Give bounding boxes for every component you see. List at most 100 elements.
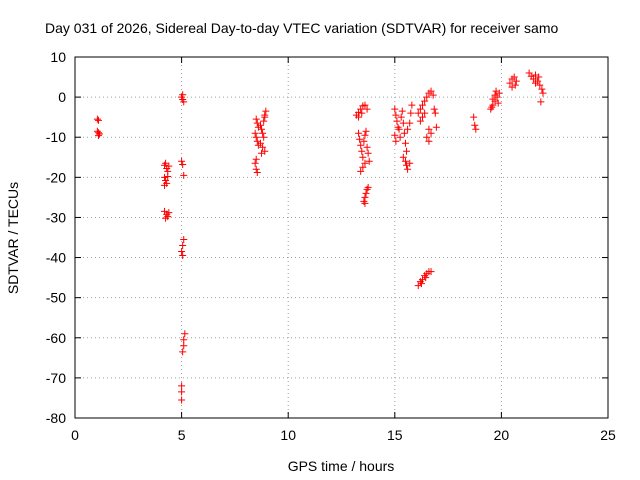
data-point	[179, 96, 187, 104]
data-point	[259, 129, 267, 137]
y-tick-label: 0	[58, 89, 66, 105]
data-point	[403, 147, 411, 155]
data-point	[529, 75, 537, 83]
y-tick-label: -50	[46, 290, 66, 306]
data-point	[492, 87, 500, 95]
data-point	[470, 113, 478, 121]
data-point	[164, 173, 172, 181]
data-point	[512, 77, 520, 85]
data-point	[258, 149, 266, 157]
data-point	[406, 159, 414, 167]
data-point	[253, 169, 261, 177]
data-point	[417, 280, 425, 288]
data-point	[398, 107, 406, 115]
data-point	[429, 91, 437, 99]
y-tick-label: -60	[46, 330, 66, 346]
data-point	[161, 173, 169, 181]
data-point	[391, 105, 399, 113]
data-point	[396, 133, 404, 141]
data-point	[94, 116, 102, 124]
data-point	[359, 163, 367, 171]
data-point	[357, 167, 365, 175]
data-point	[358, 147, 366, 155]
data-point	[423, 133, 431, 141]
data-point	[511, 81, 519, 89]
data-point	[471, 121, 479, 129]
x-tick-label: 5	[178, 427, 186, 443]
y-axis-title: SDTVAR / TECUs	[5, 182, 21, 294]
data-point	[427, 268, 435, 276]
data-point	[421, 97, 429, 105]
data-point	[391, 131, 399, 139]
y-tick-label: -10	[46, 129, 66, 145]
data-point	[494, 99, 502, 107]
y-tick-label: -30	[46, 209, 66, 225]
data-point	[260, 133, 268, 141]
data-point	[364, 183, 372, 191]
data-point	[180, 342, 188, 350]
data-point	[399, 153, 407, 161]
data-point	[416, 105, 424, 113]
data-point	[179, 348, 187, 356]
y-tick-label: -20	[46, 169, 66, 185]
data-point	[431, 109, 439, 117]
data-point	[178, 248, 186, 256]
data-point	[399, 119, 407, 127]
data-point	[180, 171, 188, 179]
data-point	[359, 153, 367, 161]
data-point	[537, 98, 545, 106]
data-point	[423, 93, 431, 101]
data-point	[365, 157, 373, 165]
data-point	[430, 105, 438, 113]
data-point	[432, 123, 440, 131]
data-point	[165, 209, 173, 217]
data-point	[252, 165, 260, 173]
data-point	[162, 214, 170, 222]
data-point	[427, 87, 435, 95]
data-point	[425, 125, 433, 133]
data-point	[355, 113, 363, 121]
data-point	[179, 160, 187, 168]
data-point	[363, 105, 371, 113]
x-tick-label: 0	[71, 427, 79, 443]
x-tick-label: 10	[280, 427, 296, 443]
data-point	[256, 121, 264, 129]
x-tick-label: 20	[494, 427, 510, 443]
data-point	[536, 81, 544, 89]
data-point	[392, 137, 400, 145]
data-point	[425, 137, 433, 145]
plot-frame	[74, 56, 609, 419]
data-point	[261, 111, 269, 119]
data-point	[362, 189, 370, 197]
data-point	[395, 125, 403, 133]
x-axis-title: GPS time / hours	[288, 458, 395, 474]
data-point	[506, 79, 514, 87]
data-point	[251, 129, 259, 137]
data-point	[397, 113, 405, 121]
data-point	[538, 85, 546, 93]
data-point	[251, 159, 259, 167]
data-point	[165, 162, 173, 170]
data-point	[360, 137, 368, 145]
y-tick-label: 10	[50, 49, 66, 65]
data-point	[404, 165, 412, 173]
data-point	[532, 79, 540, 87]
data-point	[419, 113, 427, 121]
data-point	[356, 135, 364, 143]
data-point	[510, 73, 518, 81]
chart-title: Day 031 of 2026, Sidereal Day-to-day VTE…	[45, 20, 558, 36]
data-point	[401, 139, 409, 147]
data-point	[262, 107, 270, 115]
y-tick-label: -40	[46, 250, 66, 266]
grid-lines	[75, 57, 608, 418]
data-point	[393, 117, 401, 125]
data-point	[260, 117, 268, 125]
data-point	[179, 252, 187, 260]
y-tick-label: -70	[46, 370, 66, 386]
data-point	[178, 388, 186, 396]
data-point	[96, 130, 104, 138]
data-point	[252, 133, 260, 141]
y-axis-ticks: 10 0 -10 -20 -30 -40 -50 -60 -70 -80	[46, 49, 608, 426]
data-point	[361, 131, 369, 139]
